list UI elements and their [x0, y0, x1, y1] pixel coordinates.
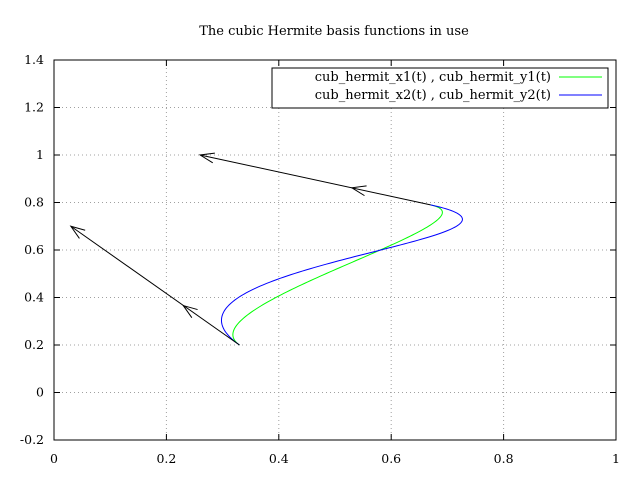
legend-label-1: cub_hermit_x1(t) , cub_hermit_y1(t) — [315, 70, 551, 85]
y-tick-label: 1.4 — [24, 52, 44, 67]
tangent-arrow-head-2 — [198, 152, 215, 164]
tangent-arrow-mid-head-1 — [182, 304, 198, 319]
series-line-2 — [220, 204, 463, 346]
tangent-arrow-head-1 — [69, 225, 86, 239]
legend-label-2: cub_hermit_x2(t) , cub_hermit_y2(t) — [315, 88, 551, 103]
legend: cub_hermit_x1(t) , cub_hermit_y1(t) cub_h… — [271, 67, 609, 109]
legend-box — [271, 67, 609, 109]
x-tick-label: 1 — [612, 451, 620, 466]
y-tick-label: 0.2 — [24, 337, 44, 352]
plot-frame — [53, 59, 617, 441]
y-tick-label: 0.6 — [24, 242, 44, 257]
tangent-arrow-mid-head-2 — [350, 185, 367, 197]
series-line-1 — [232, 204, 443, 346]
y-tick-label: 1 — [36, 147, 44, 162]
tangent-arrow-line-2 — [200, 154, 431, 206]
x-tick-label: 0.8 — [494, 451, 514, 466]
x-tick-label: 0.2 — [156, 451, 176, 466]
y-tick-label: 0.8 — [24, 195, 44, 210]
curves — [220, 204, 463, 346]
chart-title: The cubic Hermite basis functions in use — [199, 24, 469, 39]
grid — [54, 60, 616, 440]
x-tick-label: 0 — [50, 451, 58, 466]
y-tick-label: 0.4 — [24, 290, 44, 305]
y-tick-label: 1.2 — [24, 100, 44, 115]
x-tick-label: 0.4 — [269, 451, 289, 466]
x-tick-label: 0.6 — [381, 451, 401, 466]
axis-ticks: 0 0.2 0.4 0.6 0.8 1 -0.2 0 0.2 0.4 0.6 0.8 1 1.2 1.4 — [20, 52, 620, 466]
y-tick-label: 0 — [36, 385, 44, 400]
y-tick-label: -0.2 — [20, 432, 44, 447]
tangent-arrow-line-1 — [70, 225, 240, 346]
tangent-arrows — [69, 152, 431, 346]
